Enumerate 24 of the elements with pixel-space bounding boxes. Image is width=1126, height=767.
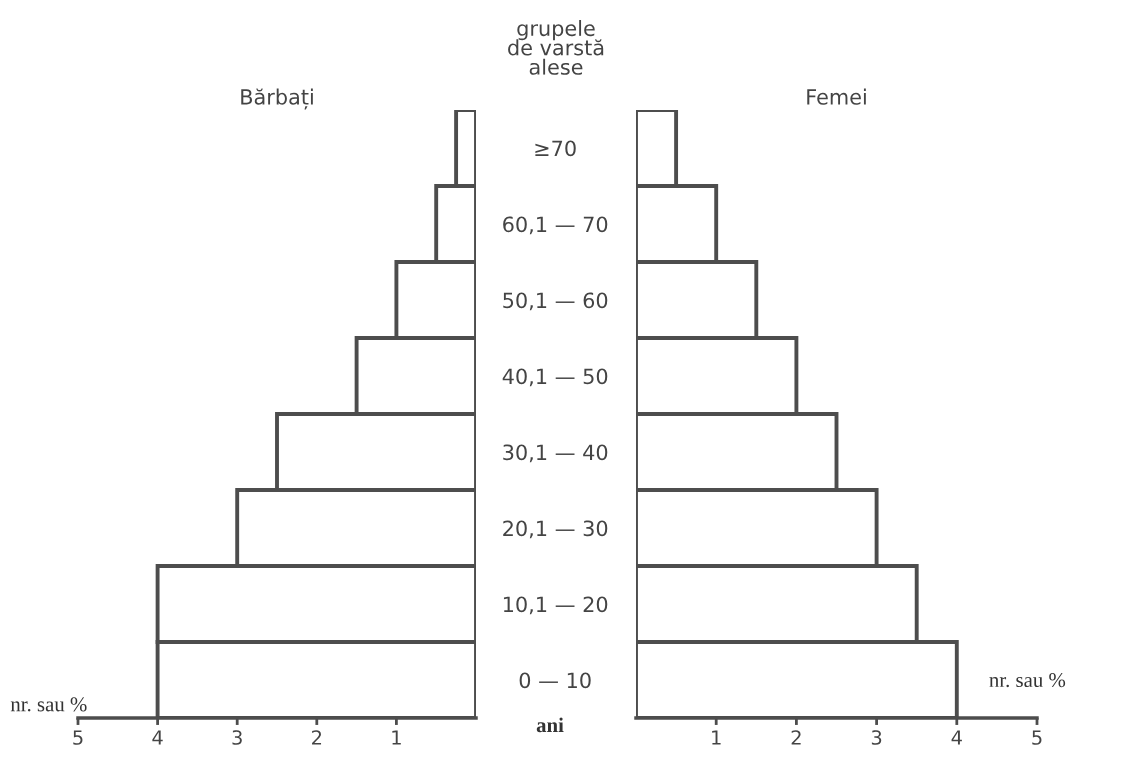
y-tick-label: 30,1 — 40 [503,444,608,463]
y-tick-label: 40,1 — 50 [502,368,608,387]
chart-title: Femei [807,88,866,105]
x-tick-label: 1 [392,730,401,745]
x-tick-label: 2 [312,730,322,745]
x-axis-title: nr. sau % [10,697,87,712]
y-tick-label: 10,1 — 20 [503,596,608,615]
x-tick-label: 5 [73,730,83,745]
x-tick-label: 2 [791,730,801,745]
y-tick-label: 60,1 — 70 [503,216,608,235]
x-tick-label: 3 [232,730,242,745]
y-tick-label: ≥70 [535,140,576,157]
x-tick-label: 4 [152,730,163,745]
x-tick-label: 1 [712,730,721,745]
y-tick-label: 50,1 — 60 [503,292,608,311]
x-tick-label: 3 [871,730,882,745]
chart-title: Bărbați [241,88,313,110]
x-tick-label: 4 [951,730,962,745]
x-tick-label: 5 [1032,730,1042,745]
text: ani [536,717,564,733]
y-tick-label: 0 — 10 [519,672,591,689]
text: grupele de varstă alese [508,20,604,75]
y-tick-label: 20,1 — 30 [503,520,608,539]
x-axis-title: nr. sau % [989,673,1066,688]
